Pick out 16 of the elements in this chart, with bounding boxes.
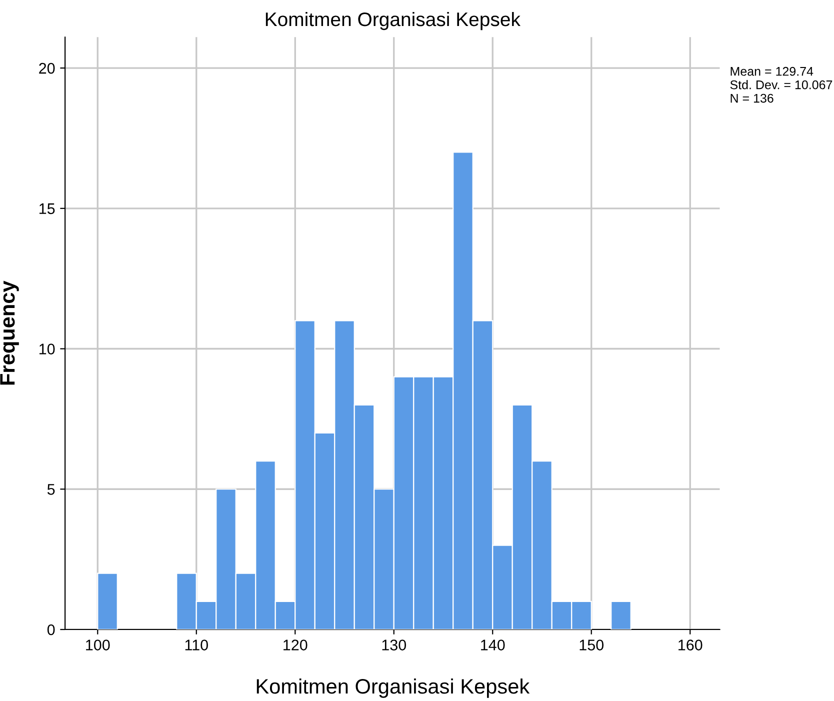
chart-title: Komitmen Organisasi Kepsek <box>266 12 520 30</box>
y-tick-label: 5 <box>47 484 55 495</box>
y-tick-label: 0 <box>47 624 55 636</box>
x-tick-label: 100 <box>86 640 110 650</box>
y-tick-label: 15 <box>40 203 55 214</box>
text: Mean = 129.74 Std. Dev. = 10.067 N = 136 <box>730 66 832 103</box>
x-tick-label: 160 <box>678 640 702 650</box>
y-axis-title: Frequency <box>0 280 19 385</box>
x-tick-label: 130 <box>382 640 406 650</box>
x-tick-label: 110 <box>185 640 208 650</box>
y-tick-label: 20 <box>39 62 55 74</box>
x-tick-label: 140 <box>481 640 505 650</box>
x-axis-title: Komitmen Organisasi Kepsek <box>256 678 530 698</box>
x-tick-label: 150 <box>580 640 604 650</box>
y-tick-label: 10 <box>40 344 55 354</box>
x-tick-label: 120 <box>284 640 308 650</box>
